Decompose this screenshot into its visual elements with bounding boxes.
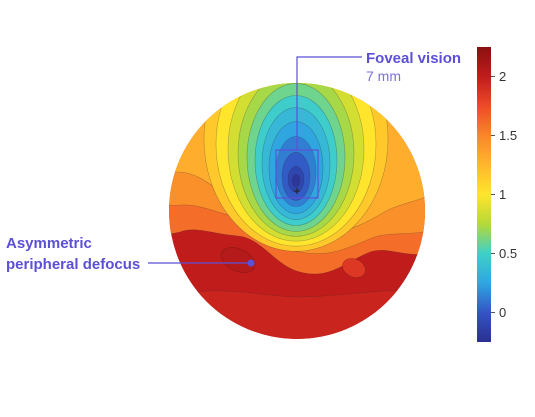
foveal-leader-line	[296, 56, 362, 150]
colorbar-tick-label: 1.5	[499, 128, 517, 143]
colorbar-tick-label: 2	[499, 69, 506, 84]
colorbar-tick-label: 1	[499, 187, 506, 202]
asymmetric-label-line-2: peripheral defocus	[6, 256, 140, 273]
colorbar: 0 0.5 1 1.5 2	[477, 47, 517, 342]
contour-level	[291, 174, 301, 187]
contour-level	[342, 258, 366, 278]
asymmetric-label-line-1: Asymmetric	[6, 235, 92, 252]
foveal-vision-label: Foveal vision	[366, 50, 461, 67]
contour-level	[220, 247, 256, 273]
colorbar-gradient	[477, 47, 491, 342]
crosshair-marker	[294, 188, 300, 194]
peripheral-marker-dot	[247, 259, 255, 267]
foveal-size-label: 7 mm	[366, 68, 401, 84]
colorbar-tick-label: 0.5	[499, 246, 517, 261]
colorbar-tick-label: 0	[499, 305, 506, 320]
